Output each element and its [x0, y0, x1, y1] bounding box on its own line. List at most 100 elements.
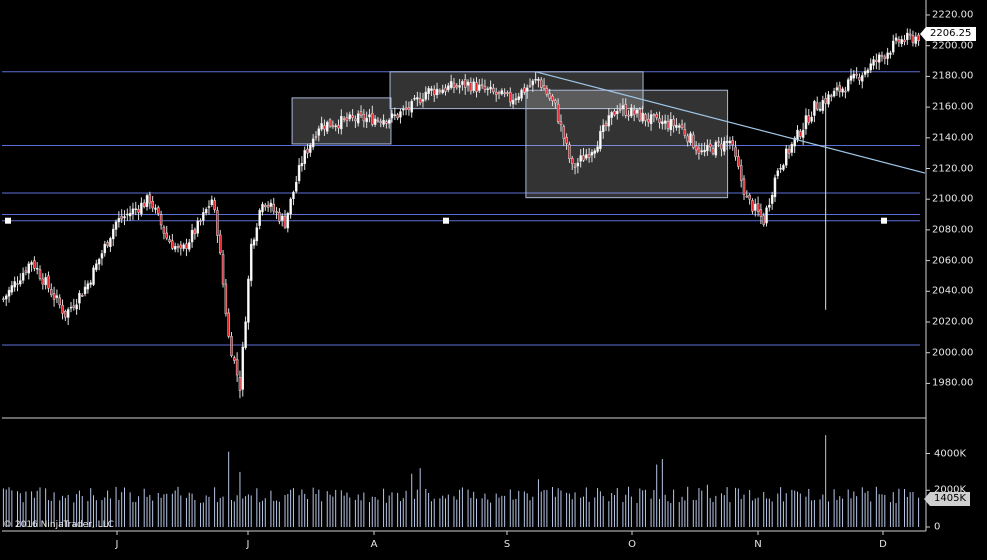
- candle-body: [365, 117, 368, 123]
- candle-body: [666, 121, 670, 129]
- candle-body: [683, 129, 687, 136]
- candle-body: [421, 99, 425, 102]
- candle-body: [852, 73, 856, 79]
- price-tick-label: 2000.00: [932, 347, 974, 359]
- candle-body: [286, 212, 290, 229]
- candle-body: [314, 136, 318, 138]
- candle-body: [700, 150, 704, 153]
- candle-body: [796, 129, 799, 140]
- candle-body: [117, 218, 121, 223]
- candle-body: [472, 81, 475, 91]
- candle-body: [38, 269, 42, 279]
- volume-tick-label: 4000K: [934, 448, 967, 459]
- horizontal-support-lines: [2, 71, 920, 346]
- candle-body: [266, 205, 270, 208]
- candle-body: [880, 55, 884, 57]
- candle-body: [41, 278, 45, 285]
- candle-body: [807, 115, 811, 123]
- candle-body: [72, 305, 76, 308]
- candle-body: [616, 110, 619, 115]
- candle-body: [655, 114, 658, 118]
- candle-body: [556, 103, 560, 123]
- candle-body: [356, 113, 360, 124]
- candle-body: [320, 123, 323, 130]
- candle-body: [562, 126, 566, 139]
- candle-body: [632, 109, 636, 115]
- candle-body: [855, 73, 858, 76]
- candle-body: [585, 154, 588, 159]
- price-tick-label: 2060.00: [932, 255, 974, 267]
- candle-body: [89, 282, 92, 285]
- candle-body: [176, 246, 180, 248]
- candle-body: [630, 107, 633, 117]
- candle-body: [396, 114, 399, 119]
- candle-body: [145, 195, 149, 207]
- candle-body: [489, 86, 492, 90]
- candle-body: [568, 144, 571, 160]
- candle-body: [548, 93, 551, 99]
- candle-body: [787, 148, 791, 154]
- candle-body: [618, 109, 622, 111]
- candle-body: [328, 119, 332, 127]
- candle-body: [393, 114, 397, 116]
- candle-body: [511, 99, 515, 105]
- candle-body: [903, 39, 906, 42]
- candle-body: [649, 114, 653, 125]
- candle-body: [269, 202, 273, 207]
- candle-body: [804, 115, 808, 130]
- candle-body: [739, 165, 743, 181]
- candle-body: [103, 243, 107, 254]
- time-tick-label: N: [754, 539, 762, 550]
- candle-body: [323, 125, 326, 130]
- chart-frame: [2, 0, 930, 535]
- candle-body: [793, 137, 796, 147]
- candle-body: [21, 272, 25, 281]
- candle-body: [427, 88, 430, 94]
- candle-body: [300, 163, 304, 167]
- candle-body: [134, 208, 138, 211]
- price-tick-label: 2200.00: [932, 40, 974, 52]
- candle-body: [627, 114, 630, 117]
- candle-body: [503, 92, 506, 95]
- candle-body: [911, 35, 915, 43]
- candle-body: [703, 149, 706, 153]
- candle-body: [410, 100, 413, 113]
- candle-body: [373, 118, 377, 125]
- candle-body: [714, 142, 718, 156]
- candle-body: [182, 244, 185, 249]
- candle-body: [883, 56, 887, 59]
- candle-body: [292, 191, 295, 200]
- candle-body: [570, 158, 574, 165]
- candle-body: [264, 204, 267, 208]
- candle-body: [534, 79, 537, 81]
- candle-body: [520, 89, 523, 99]
- candle-body: [565, 136, 568, 144]
- candle-body: [165, 232, 168, 239]
- candle-body: [587, 153, 591, 158]
- candle-body: [689, 133, 692, 144]
- time-tick-label: S: [503, 539, 511, 550]
- time-tick-label: J: [246, 539, 250, 550]
- volume-bars: [2, 435, 920, 527]
- price-tick-label: 2040.00: [932, 285, 974, 297]
- candle-body: [78, 292, 81, 304]
- candle-body: [838, 85, 841, 92]
- candle-body: [7, 289, 11, 297]
- candle-body: [790, 143, 794, 153]
- candle-body: [846, 79, 850, 91]
- candle-body: [325, 121, 329, 132]
- candle-body: [827, 94, 830, 105]
- candle-body: [224, 283, 228, 314]
- line-handle: [5, 217, 11, 224]
- line-handles: [5, 217, 887, 224]
- candle-body: [362, 113, 366, 122]
- candle-body: [692, 134, 695, 148]
- candle-body: [111, 228, 115, 240]
- candle-body: [131, 208, 135, 215]
- candle-body: [416, 97, 419, 100]
- candle-body: [737, 156, 740, 167]
- candle-body: [672, 118, 675, 127]
- candle-body: [407, 107, 411, 111]
- candle-body: [711, 148, 715, 154]
